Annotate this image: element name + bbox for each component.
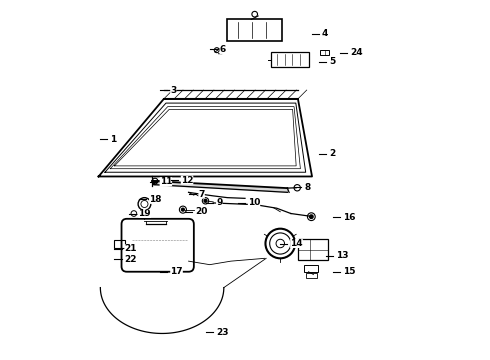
Text: 4: 4: [322, 29, 328, 38]
Text: 23: 23: [216, 328, 228, 337]
Circle shape: [181, 208, 184, 211]
Bar: [271, 52, 309, 67]
Text: 7: 7: [198, 190, 205, 199]
Text: 19: 19: [139, 209, 151, 218]
Text: 9: 9: [216, 198, 222, 207]
Bar: [115, 240, 125, 248]
Bar: [227, 19, 282, 41]
Text: 22: 22: [124, 255, 137, 264]
Text: 8: 8: [304, 183, 311, 192]
Circle shape: [127, 256, 132, 261]
Text: 12: 12: [181, 176, 193, 185]
Text: 10: 10: [248, 198, 260, 207]
Text: 11: 11: [160, 177, 172, 186]
Text: 20: 20: [195, 207, 207, 216]
Bar: [298, 239, 328, 260]
Text: 16: 16: [343, 212, 356, 221]
Text: 1: 1: [110, 135, 117, 144]
Text: 3: 3: [170, 86, 176, 95]
Text: 2: 2: [329, 149, 335, 158]
Bar: [320, 50, 329, 55]
Text: 21: 21: [124, 244, 137, 253]
Text: 13: 13: [336, 251, 348, 260]
Text: 24: 24: [350, 49, 363, 58]
Text: 6: 6: [220, 45, 226, 54]
Text: 14: 14: [290, 239, 303, 248]
Circle shape: [310, 215, 313, 219]
Circle shape: [204, 199, 207, 202]
Text: 18: 18: [149, 195, 162, 204]
Bar: [304, 265, 319, 272]
Bar: [306, 273, 317, 278]
Text: 17: 17: [170, 267, 183, 276]
Text: 15: 15: [343, 267, 356, 276]
Text: 5: 5: [329, 57, 335, 66]
